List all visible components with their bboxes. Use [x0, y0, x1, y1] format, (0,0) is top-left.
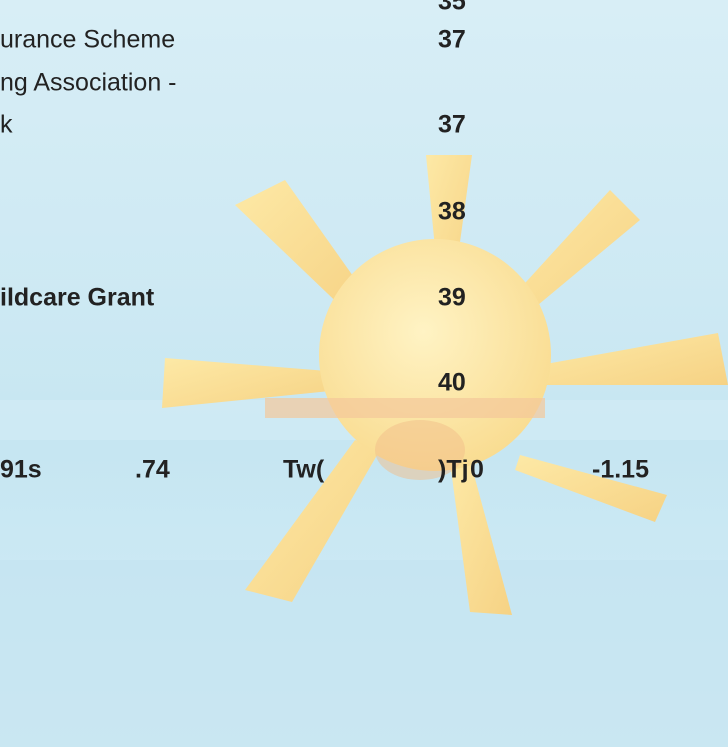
page-number: 37 — [438, 113, 466, 138]
garbled-text: )Tj — [438, 458, 469, 483]
page-number: 35 — [438, 0, 466, 15]
garbled-text: -1.15 — [592, 458, 649, 483]
page: 35 urance Scheme 37 ng Association - k 3… — [0, 0, 728, 747]
entry-text: ng Association - — [0, 71, 177, 96]
page-number: 40 — [438, 371, 466, 396]
garbled-text: 0 — [470, 458, 484, 483]
garbled-text: .74 — [135, 458, 170, 483]
garbled-text: Tw( — [283, 458, 324, 483]
page-number: 39 — [438, 286, 466, 311]
background-art — [0, 0, 728, 747]
page-number: 38 — [438, 200, 466, 225]
entry-text: k — [0, 113, 13, 138]
entry-heading: ildcare Grant — [0, 286, 154, 311]
garbled-text: 91s — [0, 458, 42, 483]
entry-text: urance Scheme — [0, 28, 175, 53]
page-number: 37 — [438, 28, 466, 53]
